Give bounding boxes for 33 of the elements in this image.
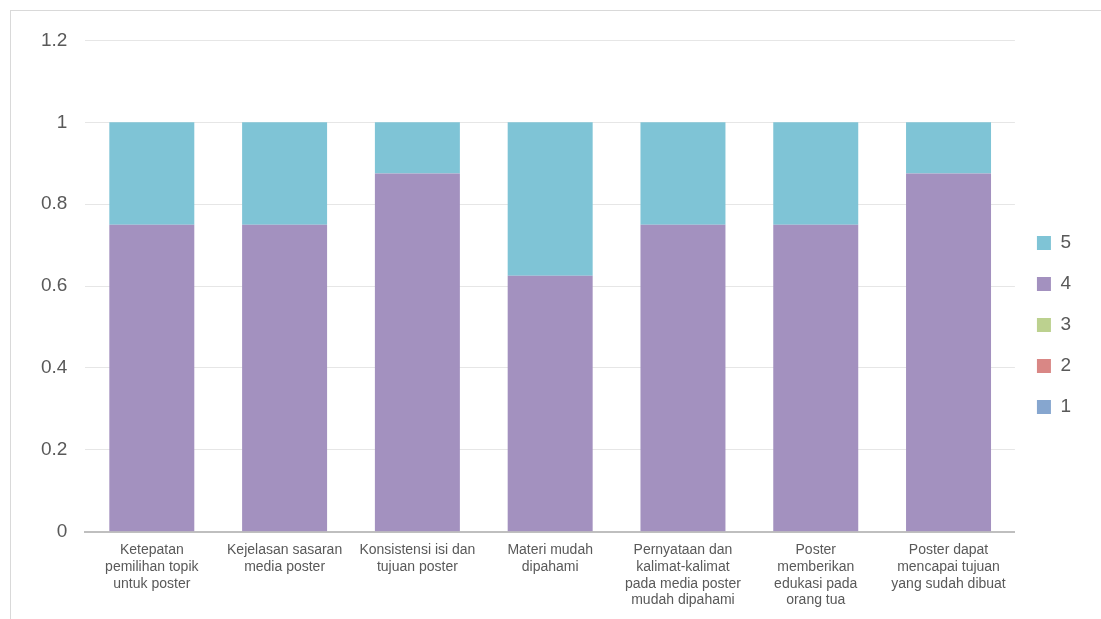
legend-label: 4 [1060, 272, 1072, 294]
bar [906, 122, 992, 174]
bar [507, 275, 593, 532]
y-tick-label: 1 [56, 110, 68, 132]
x-tick-label: Materi mudah dipahami [507, 541, 593, 574]
legend-label: 5 [1060, 231, 1072, 253]
y-tick-label: 0.6 [40, 274, 68, 296]
bar [109, 122, 195, 225]
legend-label: 3 [1060, 313, 1072, 335]
y-tick-label: 0.8 [40, 192, 68, 214]
bar [374, 173, 460, 532]
x-tick-label: Pernyataan dan kalimat-kalimat pada media poster mudah dipahami [624, 541, 742, 608]
x-tick-label: Poster memberikan edukasi pada orang tua [774, 541, 858, 608]
x-tick-label: Ketepatan pemilihan topik untuk poster [105, 541, 200, 591]
bar [374, 122, 460, 174]
x-tick-label: Kejelasan sasaran media poster [227, 541, 343, 574]
bar [242, 224, 328, 532]
y-tick-label: 0.2 [40, 438, 68, 460]
bar [773, 224, 859, 532]
legend-label: 2 [1060, 354, 1072, 376]
bar [906, 173, 992, 532]
x-tick-label: Konsistensi isi dan tujuan poster [359, 541, 476, 574]
bar [109, 224, 195, 532]
x-tick-label: Poster dapat mencapai tujuan yang sudah dibuat [891, 541, 1006, 591]
y-tick-label: 0 [56, 520, 68, 542]
bar [640, 122, 726, 225]
y-tick-label: 0.4 [40, 356, 68, 378]
bar [773, 122, 859, 225]
legend-label: 1 [1060, 395, 1072, 417]
bar [507, 122, 593, 276]
bar [640, 224, 726, 532]
y-tick-label: 1.2 [40, 28, 68, 50]
bar [242, 122, 328, 225]
